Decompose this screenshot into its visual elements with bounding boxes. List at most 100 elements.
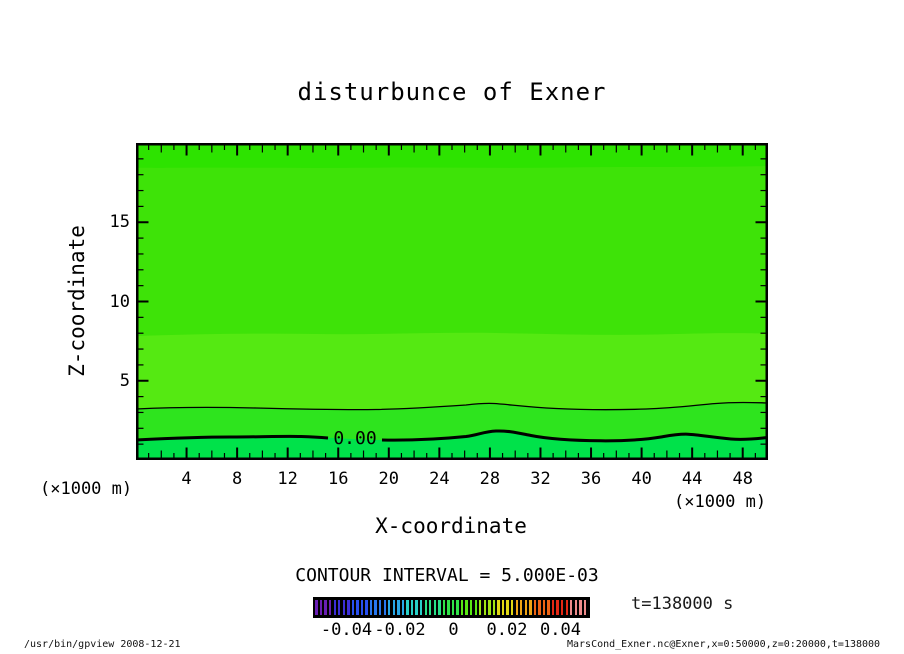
- colorbar-stripe: [369, 600, 373, 615]
- colorbar-stripe: [342, 600, 345, 615]
- colorbar-stripe: [315, 600, 318, 615]
- colorbar-stripe: [538, 600, 541, 615]
- z-tick-label: 10: [109, 291, 130, 312]
- colorbar-stripe: [319, 600, 323, 615]
- colorbar-stripe: [415, 600, 418, 615]
- colorbar-stripe: [365, 600, 368, 615]
- colorbar-stripe: [333, 600, 336, 615]
- contour-line-thin: [136, 401, 768, 411]
- colorbar-stripe: [506, 600, 509, 615]
- colorbar-stripe: [460, 600, 464, 615]
- colorbar-stripe: [524, 600, 527, 615]
- tone-band-below-zero: [136, 430, 768, 460]
- colorbar-stripe: [583, 600, 587, 615]
- x-tick-label: 24: [429, 469, 450, 489]
- colorbar-tick-label: -0.04: [320, 620, 373, 640]
- colorbar-stripe: [570, 600, 573, 615]
- x-tick-label: 16: [327, 469, 349, 489]
- colorbar-stripe: [424, 600, 427, 615]
- colorbar-stripe: [529, 600, 532, 615]
- colorbar-stripe: [483, 600, 487, 615]
- colorbar-stripe: [520, 600, 523, 615]
- colorbar-stripe: [324, 600, 327, 615]
- x-tick-label: 4: [181, 469, 192, 489]
- colorbar-stripe: [419, 600, 423, 615]
- colorbar-stripe: [388, 600, 391, 615]
- contour-interval-text: CONTOUR INTERVAL = 5.000E-03: [295, 565, 599, 586]
- colorbar-stripe: [465, 600, 468, 615]
- colorbar-stripe: [470, 600, 473, 615]
- colorbar-tick-label: 0.02: [486, 620, 528, 640]
- colorbar-stripe: [497, 600, 500, 615]
- colorbar-stripe: [451, 600, 455, 615]
- x-tick-label: 36: [580, 469, 602, 489]
- x-tick-label: 20: [378, 469, 400, 489]
- contour-line-zero-right: [381, 429, 768, 443]
- colorbar-stripe: [351, 600, 355, 615]
- colorbar-stripe: [338, 600, 341, 615]
- z-axis-unit-label: (×1000 m): [40, 479, 133, 499]
- footer-command-text: /usr/bin/gpview 2008-12-21: [24, 639, 181, 650]
- colorbar-stripe: [474, 600, 477, 615]
- colorbar-tick-label: -0.02: [374, 620, 426, 640]
- colorbar-stripe: [397, 600, 400, 615]
- colorbar-stripe: [374, 600, 377, 615]
- colorbar-stripe: [479, 600, 482, 615]
- colorbar-stripe: [328, 600, 332, 615]
- colorbar: [313, 597, 590, 618]
- colorbar-stripe: [515, 600, 518, 615]
- x-axis-label: X-coordinate: [375, 514, 527, 538]
- colorbar-stripe: [383, 600, 386, 615]
- colorbar-stripe: [360, 600, 364, 615]
- colorbar-stripe: [379, 600, 382, 615]
- colorbar-stripe: [579, 600, 582, 615]
- footer-source-text: MarsCond_Exner.nc@Exner,x=0:50000,z=0:20…: [567, 639, 881, 650]
- colorbar-stripe: [392, 600, 396, 615]
- colorbar-stripe: [501, 600, 505, 615]
- colorbar-stripe: [561, 600, 564, 615]
- plot-title: disturbunce of Exner: [297, 78, 607, 106]
- colorbar-stripe: [565, 600, 568, 615]
- colorbar-stripe: [533, 600, 537, 615]
- x-tick-label: 44: [681, 469, 703, 489]
- x-axis-unit-label: (×1000 m): [674, 492, 767, 512]
- colorbar-tick-label: 0.04: [540, 620, 581, 640]
- colorbar-stripe: [510, 600, 514, 615]
- colorbar-stripe: [410, 600, 414, 615]
- colorbar-stripe: [401, 600, 405, 615]
- x-tick-label: 28: [479, 469, 501, 489]
- colorbar-stripe: [447, 600, 450, 615]
- contour-plot-canvas: 0.00: [136, 143, 768, 460]
- tone-band-top: [136, 143, 768, 168]
- colorbar-stripe: [438, 600, 441, 615]
- z-axis-label: Z-coordinate: [65, 225, 89, 377]
- colorbar-stripe: [542, 600, 546, 615]
- colorbar-stripe: [574, 600, 578, 615]
- axis-ticks: [138, 145, 766, 458]
- plot-frame: [136, 143, 768, 460]
- colorbar-stripe: [356, 600, 359, 615]
- colorbar-stripe: [347, 600, 350, 615]
- colorbar-stripe: [406, 600, 409, 615]
- x-tick-label: 48: [732, 469, 753, 489]
- contour-line-zero-left: [136, 434, 329, 442]
- colorbar-stripe: [433, 600, 436, 615]
- colorbar-stripe: [429, 600, 432, 615]
- z-tick-label: 15: [109, 212, 130, 233]
- colorbar-stripe: [492, 600, 496, 615]
- colorbar-tick-label: 0: [448, 620, 459, 640]
- x-tick-label: 40: [631, 469, 652, 489]
- zero-contour-label: 0.00: [333, 428, 376, 449]
- colorbar-stripe: [547, 600, 550, 615]
- x-tick-label: 32: [530, 469, 551, 489]
- x-tick-label: 12: [277, 469, 298, 489]
- colorbar-stripe: [488, 600, 491, 615]
- time-label: t=138000 s: [631, 594, 734, 614]
- x-tick-label: 8: [231, 469, 243, 489]
- z-tick-label: 5: [119, 370, 130, 391]
- colorbar-stripe: [556, 600, 559, 615]
- colorbar-stripe: [456, 600, 459, 615]
- colorbar-stripe: [442, 600, 446, 615]
- colorbar-stripe: [551, 600, 555, 615]
